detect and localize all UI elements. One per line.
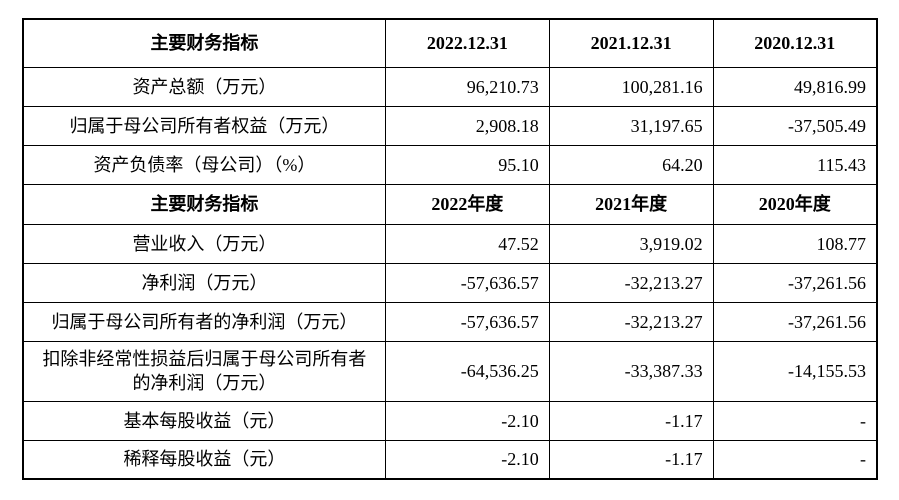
row-label: 主要财务指标 <box>22 18 386 68</box>
row-label: 主要财务指标 <box>22 183 386 225</box>
row-label: 净利润（万元） <box>22 262 386 303</box>
value-cell: 2,908.18 <box>384 105 550 146</box>
data-row: 净利润（万元） -57,636.57 -32,213.27 -37,261.56 <box>22 262 878 303</box>
value-cell: -37,261.56 <box>712 262 878 303</box>
financial-table: 主要财务指标 2022.12.31 2021.12.31 2020.12.31 资产总额… <box>22 18 878 480</box>
value-cell: 2022年度 <box>384 183 550 225</box>
value-cell: - <box>712 439 878 480</box>
value-cell: 47.52 <box>384 223 550 264</box>
value-cell: 3,919.02 <box>548 223 714 264</box>
value-cell: 49,816.99 <box>712 66 878 107</box>
row-label: 资产总额（万元） <box>22 66 386 107</box>
value-cell: -57,636.57 <box>384 301 550 342</box>
data-row: 资产负债率（母公司）（%） 95.10 64.20 115.43 <box>22 144 878 185</box>
value-cell: 2020年度 <box>712 183 878 225</box>
value-cell: 115.43 <box>712 144 878 185</box>
data-row: 归属于母公司所有者权益（万元） 2,908.18 31,197.65 -37,505.… <box>22 105 878 146</box>
value-cell: -14,155.53 <box>712 340 878 402</box>
header-row: 主要财务指标 2022.12.31 2021.12.31 2020.12.31 <box>22 18 878 68</box>
value-cell: -2.10 <box>384 439 550 480</box>
row-label: 归属于母公司所有者的净利润（万元） <box>22 301 386 342</box>
row-label: 资产负债率（母公司）（%） <box>22 144 386 185</box>
header-row: 主要财务指标 2022年度 2021年度 2020年度 <box>22 183 878 225</box>
row-label: 基本每股收益（元） <box>22 400 386 441</box>
data-row: 扣除非经常性损益后归属于母公司所有者的净利润（万元） -64,536.25 -33,… <box>22 340 878 402</box>
value-cell: -1.17 <box>548 439 714 480</box>
value-cell: 2021.12.31 <box>548 18 714 68</box>
value-cell: -33,387.33 <box>548 340 714 402</box>
value-cell: -64,536.25 <box>384 340 550 402</box>
value-cell: -1.17 <box>548 400 714 441</box>
data-row: 稀释每股收益（元） -2.10 -1.17- <box>22 439 878 480</box>
data-row: 营业收入（万元） 47.52 3,919.02 108.77 <box>22 223 878 264</box>
value-cell: 95.10 <box>384 144 550 185</box>
value-cell: 31,197.65 <box>548 105 714 146</box>
value-cell: 2022.12.31 <box>384 18 550 68</box>
value-cell: -37,505.49 <box>712 105 878 146</box>
value-cell: -37,261.56 <box>712 301 878 342</box>
data-row: 基本每股收益（元） -2.10 -1.17- <box>22 400 878 441</box>
row-label: 扣除非经常性损益后归属于母公司所有者的净利润（万元） <box>22 340 386 402</box>
value-cell: - <box>712 400 878 441</box>
data-row: 资产总额（万元） 96,210.73 100,281.16 49,816.99 <box>22 66 878 107</box>
value-cell: 108.77 <box>712 223 878 264</box>
value-cell: -2.10 <box>384 400 550 441</box>
value-cell: 2021年度 <box>548 183 714 225</box>
value-cell: 96,210.73 <box>384 66 550 107</box>
data-row: 归属于母公司所有者的净利润（万元） -57,636.57 -32,213.27 -37… <box>22 301 878 342</box>
value-cell: 100,281.16 <box>548 66 714 107</box>
row-label: 归属于母公司所有者权益（万元） <box>22 105 386 146</box>
value-cell: 64.20 <box>548 144 714 185</box>
row-label: 营业收入（万元） <box>22 223 386 264</box>
table-container: 主要财务指标 2022.12.31 2021.12.31 2020.12.31 资产总额… <box>22 18 878 480</box>
value-cell: -57,636.57 <box>384 262 550 303</box>
value-cell: -32,213.27 <box>548 262 714 303</box>
row-label: 稀释每股收益（元） <box>22 439 386 480</box>
value-cell: 2020.12.31 <box>712 18 878 68</box>
value-cell: -32,213.27 <box>548 301 714 342</box>
